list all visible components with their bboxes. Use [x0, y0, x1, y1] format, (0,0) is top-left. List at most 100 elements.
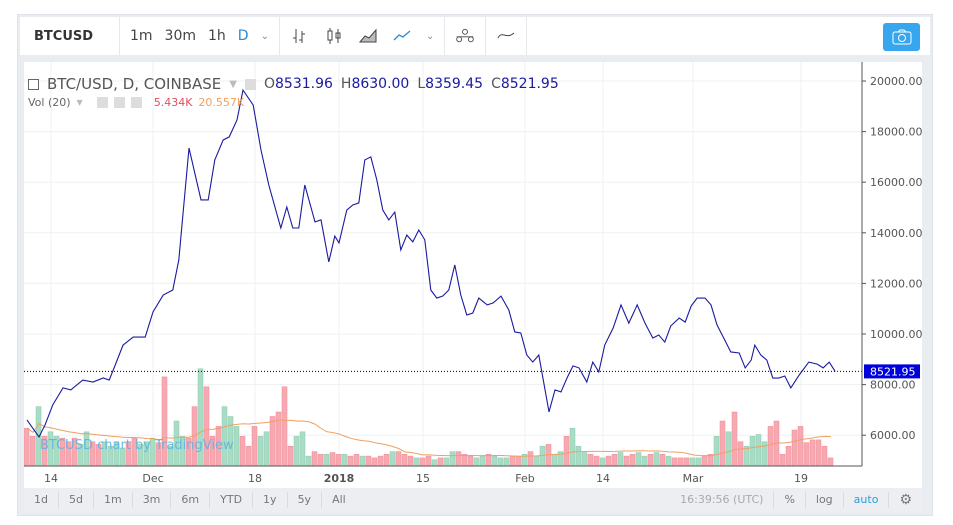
- compare-icon[interactable]: [496, 26, 516, 46]
- snapshot-button[interactable]: [883, 23, 920, 51]
- log-toggle[interactable]: log: [806, 492, 844, 508]
- volume-bar: [473, 457, 480, 467]
- range-1m[interactable]: 1m: [94, 492, 133, 508]
- chart-area[interactable]: 6000.00 8000.00 10000.00 12000.00 14000.00 16…: [23, 62, 923, 488]
- watermark[interactable]: BTCUSD chart by TradingView: [40, 438, 234, 453]
- eye-icon[interactable]: [244, 78, 256, 90]
- gear-icon[interactable]: [113, 97, 125, 108]
- volume-value: 5.434K: [153, 96, 193, 109]
- volume-bar: [797, 426, 804, 467]
- volume-bar: [311, 451, 318, 467]
- volume-bar: [455, 451, 462, 467]
- volume-bar: [479, 455, 486, 467]
- line-icon[interactable]: [392, 26, 412, 46]
- collapse-icon[interactable]: [28, 78, 39, 90]
- volume-bar: [569, 427, 576, 467]
- volume-bar: [419, 457, 426, 467]
- close-icon[interactable]: [130, 97, 142, 108]
- volume-bar: [323, 454, 330, 467]
- area-icon[interactable]: [358, 26, 378, 46]
- candles-icon[interactable]: [324, 26, 344, 46]
- bars-icon[interactable]: [290, 26, 310, 46]
- range-6m[interactable]: 6m: [171, 492, 211, 508]
- interval-1m[interactable]: 1m: [130, 28, 153, 44]
- bottom-toolbar: 1d 5d 1m 3m 6m YTD 1y 5y All 16:39:56 (U…: [24, 488, 922, 512]
- price-tick-label: 14000.00: [870, 227, 922, 240]
- volume-bar: [269, 416, 276, 467]
- volume-bar: [461, 454, 468, 467]
- volume-bar: [653, 452, 660, 467]
- volume-bar: [443, 457, 450, 467]
- volume-bar: [365, 455, 372, 467]
- volume-bar: [515, 455, 522, 467]
- indicators-section: [445, 17, 487, 55]
- indicators-icon[interactable]: [455, 26, 475, 46]
- time-tick-label: Feb: [515, 472, 534, 485]
- range-5y[interactable]: 5y: [288, 492, 323, 508]
- volume-bar: [203, 386, 210, 467]
- high-value: 8630.00: [351, 76, 410, 92]
- volume-bar: [389, 451, 396, 467]
- volume-bar: [293, 436, 300, 467]
- settings-gear-icon[interactable]: ⚙: [899, 492, 912, 508]
- range-1y[interactable]: 1y: [253, 492, 288, 508]
- volume-bar: [737, 441, 744, 467]
- volume-bar: [755, 434, 762, 467]
- interval-30m[interactable]: 30m: [164, 28, 196, 44]
- volume-bar: [827, 457, 834, 467]
- volume-bar: [701, 455, 708, 467]
- volume-title[interactable]: Vol (20): [28, 96, 71, 109]
- volume-bar: [257, 436, 264, 467]
- range-3m[interactable]: 3m: [133, 492, 172, 508]
- volume-bar: [449, 451, 456, 467]
- volume-bar: [341, 454, 348, 467]
- volume-bar: [317, 454, 324, 467]
- chevron-down-icon[interactable]: ▼: [229, 78, 237, 90]
- volume-bar: [767, 426, 774, 467]
- percent-toggle[interactable]: %: [774, 492, 806, 508]
- volume-bar: [671, 457, 678, 467]
- time-tick-label: Dec: [142, 472, 163, 485]
- volume-bar: [527, 451, 534, 467]
- chevron-down-icon[interactable]: ▼: [76, 98, 83, 107]
- volume-bar: [509, 455, 516, 467]
- volume-bar: [779, 454, 786, 467]
- volume-bar: [299, 431, 306, 467]
- volume-bar: [383, 454, 390, 467]
- volume-bar: [353, 454, 360, 467]
- chevron-down-icon[interactable]: ⌄: [260, 30, 269, 42]
- volume-bar: [593, 455, 600, 467]
- symbol-button[interactable]: BTCUSD: [20, 17, 120, 55]
- volume-bar: [281, 386, 288, 467]
- volume-bar: [641, 455, 648, 467]
- range-1d[interactable]: 1d: [24, 492, 59, 508]
- volume-bar: [689, 457, 696, 467]
- volume-bar: [395, 451, 402, 467]
- chevron-down-icon[interactable]: ⌄: [425, 30, 435, 42]
- range-5d[interactable]: 5d: [59, 492, 94, 508]
- volume-bar: [611, 454, 618, 467]
- price-chart[interactable]: 6000.00 8000.00 10000.00 12000.00 14000.00 16…: [23, 62, 923, 488]
- volume-bar: [791, 429, 798, 467]
- series-title[interactable]: BTC/USD, D, COINBASE: [47, 75, 222, 93]
- interval-1h[interactable]: 1h: [208, 28, 226, 44]
- range-ytd[interactable]: YTD: [210, 492, 254, 508]
- volume-bar: [713, 436, 720, 467]
- eye-icon[interactable]: [96, 97, 108, 108]
- interval-d[interactable]: D: [237, 28, 249, 44]
- volume-bar: [629, 454, 636, 467]
- volume-bar: [785, 445, 792, 467]
- volume-bar: [605, 455, 612, 467]
- price-tick-label: 16000.00: [870, 176, 922, 189]
- volume-bar: [665, 455, 672, 467]
- volume-legend: Vol (20) ▼ 5.434K 20.557K: [28, 96, 244, 109]
- range-all[interactable]: All: [332, 493, 346, 506]
- volume-bar: [821, 445, 828, 467]
- volume-bar: [407, 455, 414, 467]
- volume-bar: [617, 452, 624, 467]
- volume-bar: [431, 459, 438, 467]
- volume-bar: [305, 455, 312, 467]
- top-toolbar: BTCUSD 1m 30m 1h D ⌄ ⌄: [20, 17, 930, 55]
- auto-toggle[interactable]: auto: [844, 492, 890, 508]
- volume-bar: [401, 454, 408, 467]
